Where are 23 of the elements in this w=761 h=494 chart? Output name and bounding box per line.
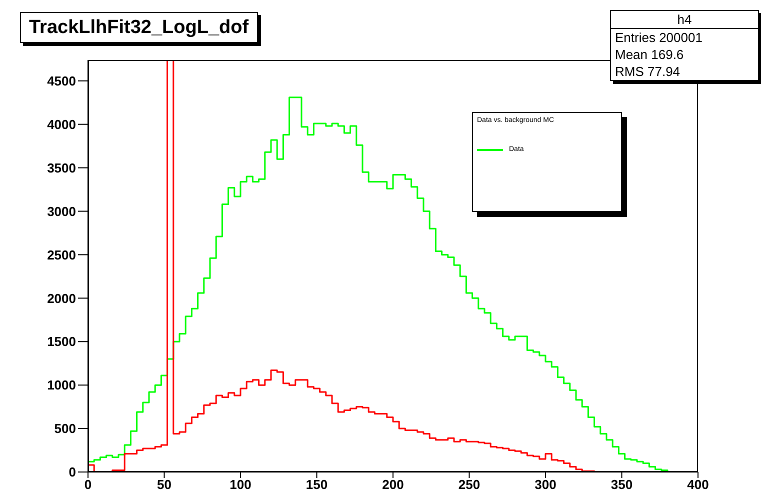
title-panel: TrackLlhFit32_LogL_dof: [20, 12, 258, 43]
y-tick-label: 500: [54, 421, 76, 436]
x-tick-label: 0: [84, 477, 92, 492]
y-tick-label: 3500: [47, 160, 76, 176]
y-tick-label: 2000: [47, 290, 76, 306]
y-tick-label: 1000: [47, 378, 76, 393]
x-tick-label: 200: [382, 477, 404, 492]
x-tick-label: 150: [306, 477, 328, 492]
x-tick-label: 250: [458, 477, 480, 492]
x-tick-label: 300: [534, 477, 556, 492]
x-tick-label: 100: [230, 477, 252, 492]
statistics-panel: h4 Entries 200001 Mean 169.6 RMS 77.94: [610, 10, 759, 81]
x-tick-label: 50: [157, 477, 172, 492]
annotation: RMS 77.94: [614, 63, 682, 80]
y-tick-label: 3000: [47, 204, 76, 219]
x-tick-label: 400: [687, 477, 709, 492]
y-tick-label: 2500: [47, 247, 76, 262]
y-tick-label: 4000: [47, 116, 76, 132]
y-tick-label: 4500: [47, 73, 76, 88]
y-tick-label: 0: [68, 464, 76, 480]
annotation: Mean 169.6: [614, 46, 685, 63]
x-tick-label: 350: [610, 477, 633, 492]
y-tick-label: 1500: [47, 334, 76, 350]
